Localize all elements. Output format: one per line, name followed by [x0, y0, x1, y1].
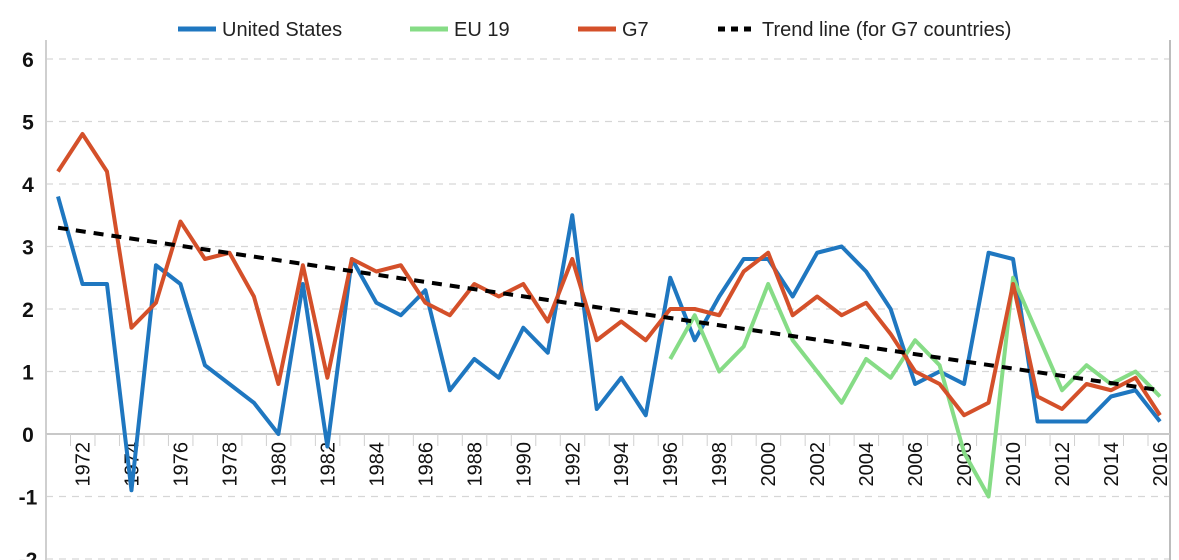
x-tick-label: 1972	[72, 442, 94, 487]
x-tick-label: 1980	[268, 442, 290, 487]
x-tick-label: 2008	[954, 442, 976, 487]
x-tick-label: 2016	[1150, 442, 1172, 487]
x-tick-label: 2014	[1101, 442, 1123, 487]
legend-label: EU 19	[454, 19, 510, 41]
x-tick-label: 1986	[415, 442, 437, 487]
x-tick-label: 1988	[464, 442, 486, 487]
series-lines	[56, 132, 1162, 499]
x-tick-label: 1990	[513, 442, 535, 487]
y-tick-label: -2	[19, 549, 38, 560]
legend-label: Trend line (for G7 countries)	[762, 19, 1011, 41]
axes: -2-1012345619721974197619781980198219841…	[19, 40, 1172, 560]
x-tick-label: 1976	[170, 442, 192, 487]
y-tick-label: -1	[19, 487, 38, 510]
gridlines	[46, 58, 1170, 560]
y-tick-label: 3	[22, 237, 34, 260]
x-tick-label: 1984	[366, 442, 388, 487]
x-tick-label: 1982	[317, 442, 339, 487]
series-line-trend-line-for-g7-countries	[57, 225, 1161, 393]
y-tick-label: 5	[22, 112, 34, 135]
x-tick-label: 2002	[807, 442, 829, 487]
x-tick-label: 1978	[219, 442, 241, 487]
x-tick-label: 1998	[709, 442, 731, 487]
y-tick-label: 4	[22, 174, 34, 197]
x-tick-label: 2010	[1003, 442, 1025, 487]
x-tick-label: 2012	[1052, 442, 1074, 487]
y-tick-label: 0	[22, 424, 34, 447]
x-tick-label: 1994	[611, 442, 633, 487]
x-tick-label: 1996	[660, 442, 682, 487]
legend-label: G7	[622, 19, 649, 41]
legend-label: United States	[222, 19, 342, 41]
series-line-g7	[56, 132, 1162, 418]
legend: United States EU 19 G7 Trend line (for G7 c…	[178, 19, 1011, 41]
x-tick-label: 2006	[905, 442, 927, 487]
x-tick-label: 2000	[758, 442, 780, 487]
series-line-united-states	[56, 195, 1162, 493]
y-tick-label: 6	[22, 49, 34, 72]
x-tick-label: 2004	[856, 442, 878, 487]
y-tick-label: 2	[22, 299, 34, 322]
y-tick-label: 1	[22, 362, 34, 385]
x-tick-label: 1992	[562, 442, 584, 487]
